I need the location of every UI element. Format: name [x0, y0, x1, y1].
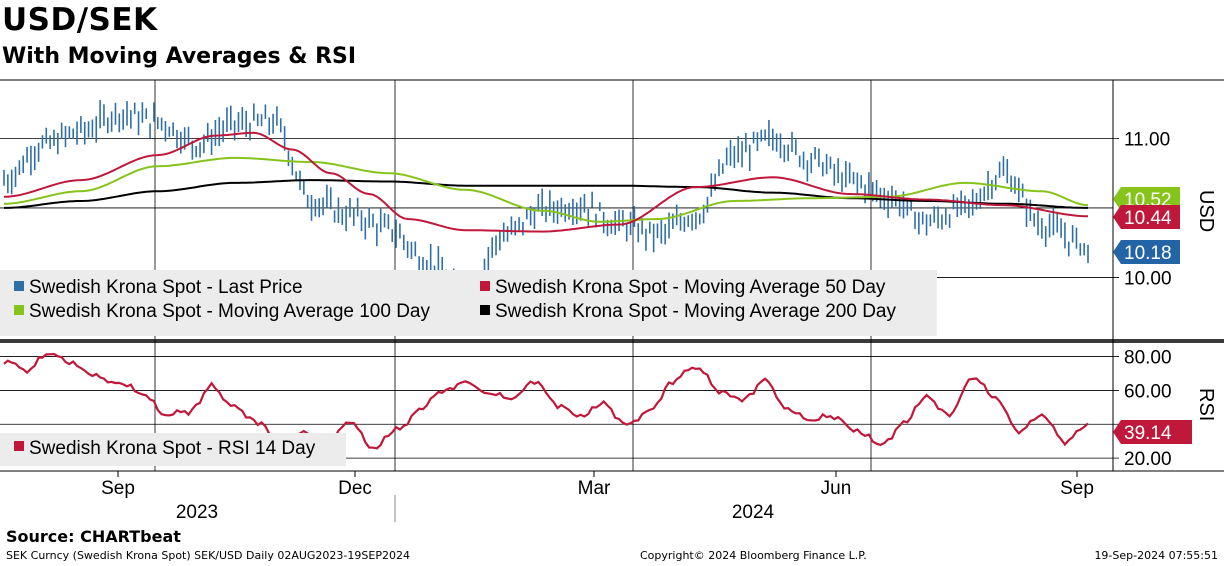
- legend-entry: Swedish Krona Spot - Moving Average 100 …: [29, 301, 430, 322]
- x-tick-label: Jun: [821, 478, 852, 499]
- price-tick-label: 10.00: [1124, 268, 1172, 289]
- ma100-line: [4, 156, 1089, 223]
- panel-divider: [0, 339, 1224, 343]
- value-tag-label: 39.14: [1124, 423, 1172, 444]
- ma200-line: [4, 179, 1088, 209]
- value-tag-shape: [1113, 240, 1180, 264]
- source-label: Source: CHARTbeat: [6, 527, 181, 546]
- value-tag-shape: [1113, 205, 1180, 229]
- legend-swatch: [14, 281, 24, 291]
- x-tick-label: Sep: [1060, 478, 1094, 499]
- ticker-info: SEK Curncy (Swedish Krona Spot) SEK/USD …: [6, 549, 410, 562]
- legend-swatch: [480, 281, 490, 291]
- price-legend: [0, 270, 937, 336]
- ma50-line: [3, 131, 1089, 233]
- year-label: 2023: [176, 502, 218, 523]
- x-tick-label: Mar: [578, 478, 611, 499]
- legend-swatch: [480, 305, 490, 315]
- legend-entry: Swedish Krona Spot - Last Price: [29, 277, 303, 298]
- rsi-legend: [0, 433, 346, 466]
- year-label: 2024: [732, 502, 775, 523]
- value-tag-label: 10.18: [1124, 243, 1172, 264]
- legend-background: [0, 270, 937, 336]
- rsi-tick-label: 60.00: [1124, 381, 1172, 402]
- value-tag-shape: [1113, 420, 1192, 444]
- legend-entry: Swedish Krona Spot - Moving Average 200 …: [495, 301, 896, 322]
- legend-swatch: [14, 305, 24, 315]
- x-tick-label: Sep: [101, 478, 135, 499]
- price-tick-label: 11.00: [1124, 129, 1170, 150]
- rsi-line: [3, 352, 1089, 450]
- ma50-value-tag: [1113, 205, 1180, 229]
- value-tag-label: 10.44: [1124, 208, 1172, 229]
- rsi-axis-label: RSI: [1195, 388, 1217, 421]
- rsi-tick-label: 80.00: [1124, 348, 1172, 369]
- price-value-tag: [1113, 240, 1180, 264]
- price-axis-label: USD: [1195, 190, 1217, 232]
- x-tick-label: Dec: [338, 478, 372, 499]
- rsi-tick-label: 20.00: [1124, 449, 1172, 470]
- legend-entry: Swedish Krona Spot - RSI 14 Day: [29, 438, 316, 459]
- rsi-value-tag: [1113, 420, 1192, 444]
- chart-title: USD/SEK: [2, 2, 158, 38]
- legend-swatch: [14, 441, 24, 451]
- legend-background: [0, 433, 346, 466]
- chart-subtitle: With Moving Averages & RSI: [2, 44, 357, 69]
- timestamp: 19-Sep-2024 07:55:51: [1094, 549, 1218, 562]
- legend-entry: Swedish Krona Spot - Moving Average 50 D…: [495, 277, 886, 298]
- copyright: Copyright© 2024 Bloomberg Finance L.P.: [640, 549, 867, 562]
